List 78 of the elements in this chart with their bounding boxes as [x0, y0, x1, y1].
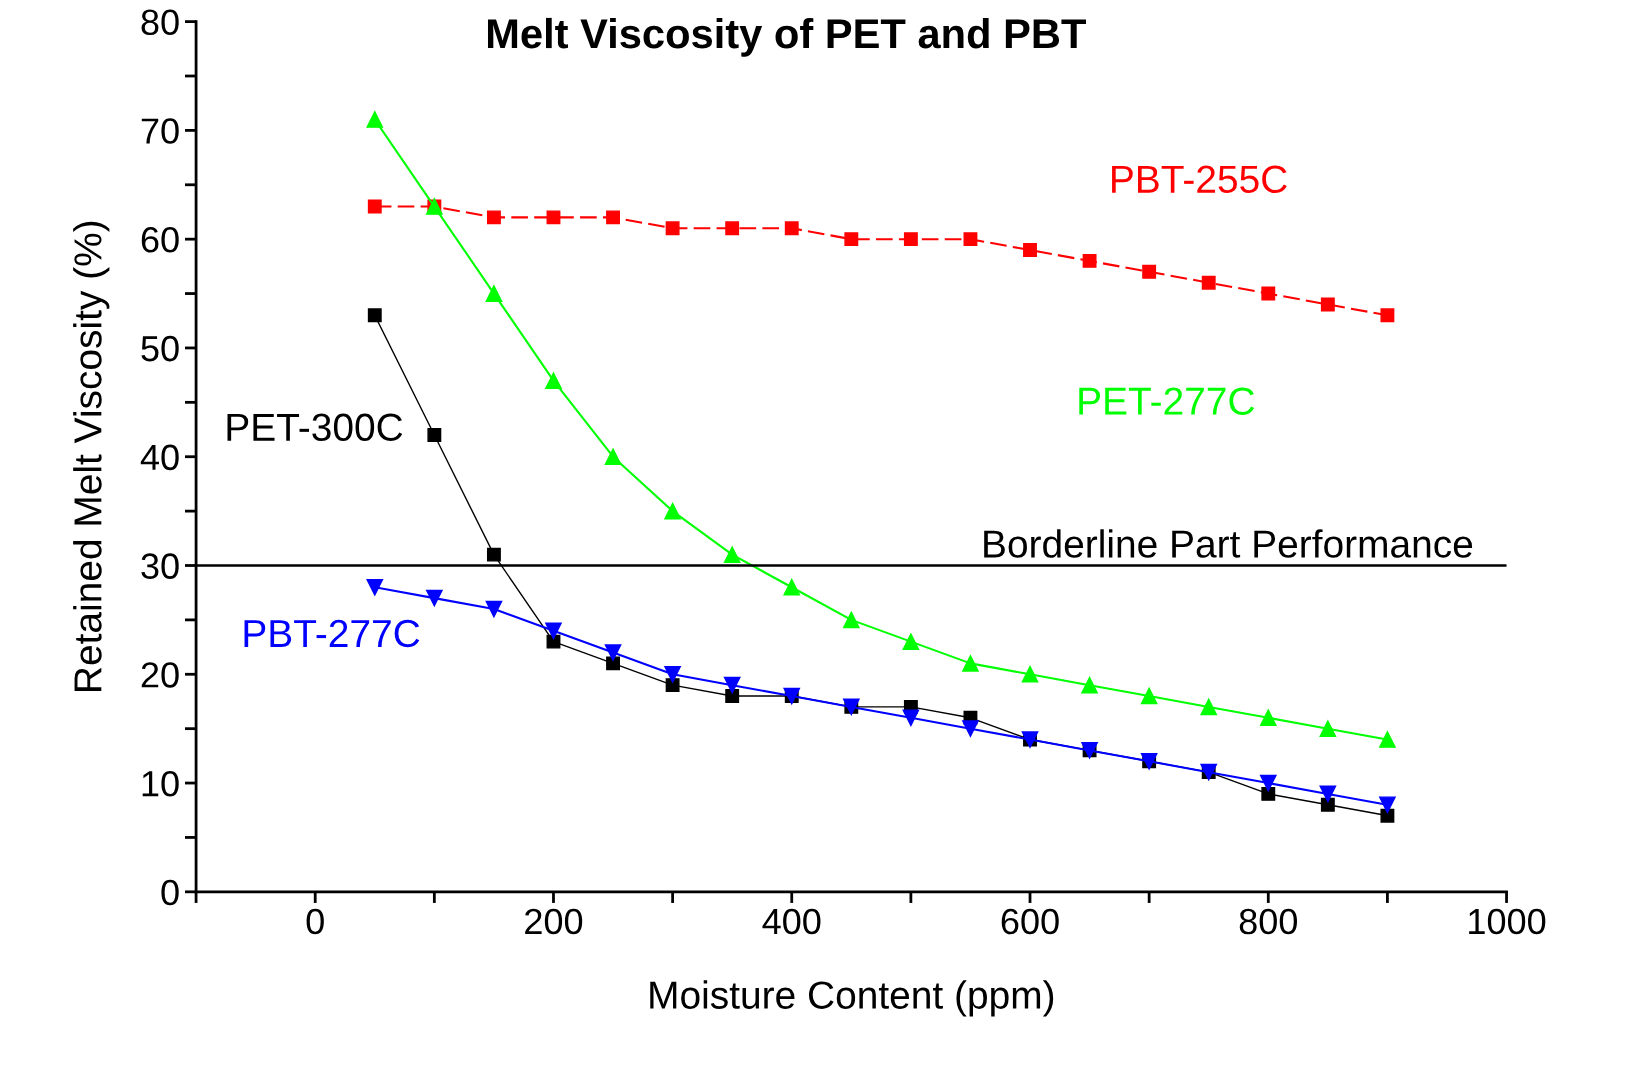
point [485, 600, 503, 618]
x-axis-title: Moisture Content (ppm) [650, 980, 1054, 1017]
point [665, 221, 680, 236]
point [1261, 786, 1276, 801]
point [1081, 676, 1098, 694]
point [784, 221, 799, 236]
point [962, 720, 979, 737]
y-tick-label: 20 [141, 662, 179, 688]
series-label: PBT-255C [1112, 165, 1287, 194]
series-label: PBT-277C [244, 619, 420, 648]
y-tick-label: 40 [140, 444, 179, 471]
y-tick-label: 10 [142, 770, 179, 797]
point [606, 656, 620, 671]
point [1319, 785, 1337, 803]
point [1021, 665, 1039, 683]
point [723, 546, 741, 563]
y-tick-label: 60 [141, 227, 179, 253]
point [665, 678, 680, 693]
point [1259, 774, 1277, 792]
point [366, 578, 384, 596]
point [604, 644, 622, 661]
point [1379, 731, 1396, 748]
point [723, 676, 741, 694]
text: PET-277C [1079, 387, 1255, 415]
point [427, 428, 442, 442]
y-tick-label: 70 [141, 118, 179, 144]
point [1320, 297, 1335, 312]
point [844, 232, 859, 247]
y-tick-label: 30 [141, 553, 179, 579]
x-tick-label: 1000 [1469, 908, 1546, 935]
point [426, 589, 443, 607]
point [367, 308, 382, 323]
point [1259, 709, 1277, 727]
point [1380, 308, 1395, 323]
x-tick-label: 0 [306, 908, 324, 935]
point [545, 622, 562, 640]
ref-line-label: Borderline Part Performance [984, 529, 1473, 558]
point [1200, 698, 1218, 716]
point [962, 655, 979, 672]
point [1319, 720, 1337, 737]
point [366, 111, 384, 128]
y-tick-label: 50 [141, 335, 179, 362]
point [664, 665, 681, 683]
point [546, 210, 561, 225]
point [606, 210, 620, 225]
point [902, 709, 920, 727]
point [842, 611, 860, 629]
point [1261, 286, 1276, 301]
x-tick-label: 800 [1239, 908, 1297, 935]
point [1320, 797, 1335, 812]
point [1140, 687, 1158, 705]
point [1082, 253, 1097, 268]
x-tick-label: 400 [762, 908, 821, 935]
y-axis-title: Retained Melt Viscosity (%) [73, 221, 110, 691]
x-tick-label: 200 [525, 908, 583, 935]
point [486, 210, 501, 225]
point [367, 199, 382, 214]
point [783, 578, 801, 596]
chart-title: Melt Viscosity of PET and PBT [487, 17, 1086, 57]
point [486, 547, 501, 562]
point [902, 633, 920, 650]
point [1023, 243, 1037, 257]
point [725, 221, 740, 236]
point [604, 448, 622, 466]
point [963, 232, 978, 247]
point [1380, 808, 1395, 823]
point [903, 232, 918, 247]
point [1379, 796, 1396, 814]
y-tick-label: 80 [141, 9, 179, 36]
point [485, 285, 503, 302]
series-label: PET-300C [227, 413, 403, 442]
point [545, 372, 562, 389]
point [725, 689, 740, 703]
y-tick-label: 0 [161, 879, 179, 906]
point [1201, 275, 1216, 290]
point [664, 502, 681, 520]
point [1142, 264, 1157, 279]
x-tick-label: 600 [1001, 908, 1059, 935]
